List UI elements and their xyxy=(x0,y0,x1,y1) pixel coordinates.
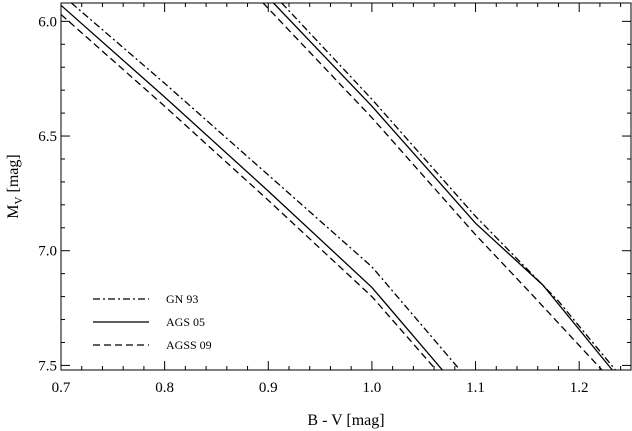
series-line-2-track-1 xyxy=(262,3,603,370)
x-axis-label: B - V [mag] xyxy=(307,412,384,429)
x-tick-label: 0.8 xyxy=(155,380,174,396)
series-line-0-track-1 xyxy=(281,3,617,370)
y-axis-label-main: M xyxy=(5,204,22,218)
x-tick-label: 0.7 xyxy=(52,380,71,396)
x-tick-label: 0.9 xyxy=(259,380,278,396)
y-axis-label: MV [mag] xyxy=(5,154,25,218)
y-axis-label-subscript: V xyxy=(13,196,25,204)
y-tick-label: 6.0 xyxy=(38,14,57,30)
y-axis-tick-labels: 6.0 6.5 7.0 7.5 xyxy=(38,14,57,374)
series-line-2-track-0 xyxy=(61,14,437,370)
y-axis-ticks xyxy=(61,20,631,366)
series-line-0-track-0 xyxy=(70,3,461,370)
y-tick-label: 7.5 xyxy=(38,358,57,374)
legend-label: AGS 05 xyxy=(166,315,205,329)
plot-area xyxy=(60,2,632,371)
series-line-1-track-0 xyxy=(61,4,443,370)
y-tick-label: 6.5 xyxy=(38,129,57,145)
plot-frame xyxy=(60,2,632,371)
legend: GN 93 AGS 05 AGSS 09 xyxy=(93,292,212,352)
legend-label: GN 93 xyxy=(166,292,198,306)
x-tick-label: 1.1 xyxy=(466,380,485,396)
x-axis-tick-labels: 0.7 0.8 0.9 1.0 1.1 1.2 xyxy=(52,380,589,396)
y-tick-label: 7.0 xyxy=(38,244,57,260)
series-lines xyxy=(61,3,617,370)
series-line-1-track-1 xyxy=(273,3,613,370)
x-axis-ticks xyxy=(60,3,622,370)
x-tick-label: 1.0 xyxy=(363,380,382,396)
x-tick-label: 1.2 xyxy=(570,380,589,396)
legend-label: AGSS 09 xyxy=(166,338,212,352)
y-axis-label-unit: [mag] xyxy=(5,154,22,196)
